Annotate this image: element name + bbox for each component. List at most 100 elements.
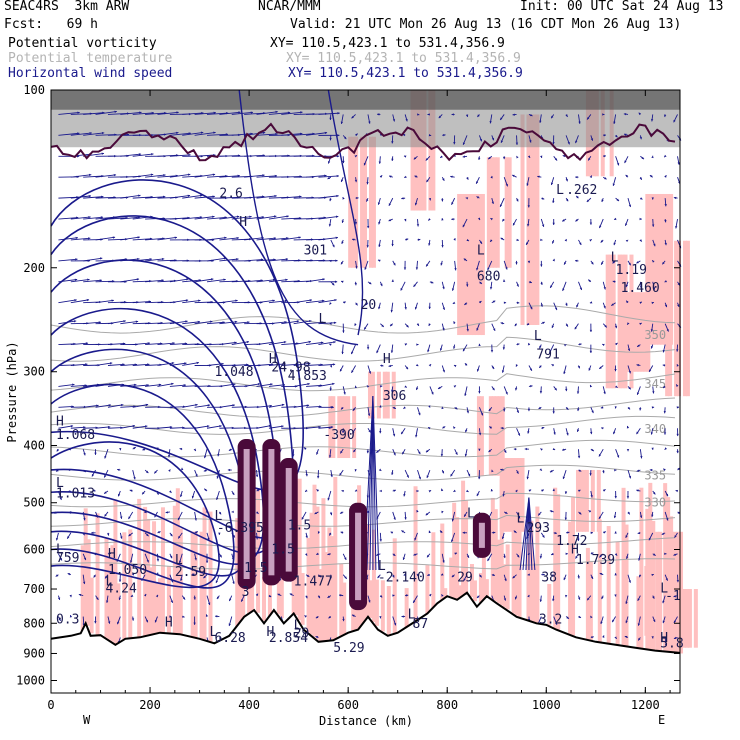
- wind-vector: [83, 427, 98, 429]
- wind-vector-head: [441, 218, 444, 221]
- wind-vector-head: [123, 319, 126, 323]
- pink-shade: [340, 396, 345, 459]
- pink-shade: [547, 584, 552, 626]
- pink-shade: [674, 240, 679, 397]
- wind-vector-head: [181, 467, 184, 471]
- wind-vector-head: [563, 371, 566, 375]
- wind-vector-head: [154, 471, 157, 474]
- wind-vector-head: [464, 453, 468, 457]
- wind-vector-head: [286, 215, 289, 218]
- wind-vector: [206, 237, 227, 241]
- wind-vector-head: [577, 365, 580, 369]
- wind-vector-head: [626, 449, 630, 452]
- wind-vector-head: [329, 259, 332, 263]
- wind-vector-head: [341, 407, 344, 410]
- wind-vector-head: [224, 236, 227, 239]
- wind-vector: [293, 133, 315, 136]
- wind-vector-head: [426, 179, 429, 183]
- wind-vector-head: [653, 619, 656, 622]
- wind-vector-head: [405, 118, 408, 122]
- pink-shade: [374, 579, 379, 626]
- wind-vector-head: [218, 532, 221, 535]
- wind-vector-head: [256, 511, 259, 514]
- wind-vector-head: [513, 447, 517, 451]
- wind-vector: [194, 195, 215, 199]
- wind-vector: [318, 112, 340, 115]
- wind-vector-head: [86, 298, 90, 302]
- wind-vector-head: [567, 141, 570, 145]
- wind-vector: [244, 237, 264, 241]
- pink-shade: [155, 582, 160, 634]
- wind-vector-head: [94, 621, 97, 624]
- wind-vector: [256, 133, 278, 136]
- wind-vector-head: [576, 391, 580, 394]
- high-pv-core-inner: [268, 449, 275, 576]
- wind-vector-head: [415, 363, 419, 367]
- wind-vector-head: [517, 433, 521, 436]
- wind-vector-head: [651, 447, 654, 450]
- wind-vector-head: [616, 162, 620, 166]
- pv-label: 1.068: [56, 428, 95, 443]
- wind-vector-head: [145, 470, 149, 474]
- wind-vector-head: [218, 511, 222, 515]
- wind-vector-head: [538, 406, 542, 409]
- wind-vector-head: [304, 447, 307, 450]
- wind-vector: [231, 341, 250, 346]
- wind-vector-head: [539, 391, 543, 394]
- wind-vector-head: [172, 342, 175, 345]
- wind-vector-head: [340, 261, 344, 265]
- wind-vector-head: [404, 517, 407, 520]
- wind-vector: [318, 426, 334, 429]
- wind-vector: [268, 363, 286, 366]
- wind-vector-head: [426, 264, 429, 267]
- wind-vector-head: [492, 531, 496, 534]
- pink-shade: [172, 505, 177, 634]
- wind-vector: [169, 427, 185, 429]
- pink-shade: [504, 157, 509, 268]
- wind-vector-head: [59, 497, 62, 501]
- wind-vector: [58, 279, 78, 283]
- wind-vector-head: [576, 195, 579, 199]
- pink-shade: [631, 292, 636, 372]
- wind-vector-head: [106, 600, 109, 603]
- wind-vector-head: [404, 175, 407, 178]
- wind-vector-head: [389, 175, 392, 178]
- wind-vector-head: [638, 558, 641, 561]
- wind-vector-head: [377, 202, 381, 205]
- wind-vector-head: [388, 218, 392, 222]
- wind-vector-head: [576, 304, 579, 308]
- wind-vector: [145, 322, 163, 325]
- wind-vector-head: [388, 203, 391, 206]
- wind-vector-head: [590, 615, 593, 619]
- wind-vector: [70, 216, 91, 220]
- wind-vector-head: [453, 238, 456, 241]
- wind-vector: [132, 300, 152, 304]
- wind-vector-head: [661, 532, 665, 535]
- wind-vector-head: [616, 198, 619, 202]
- wind-vector-head: [170, 533, 173, 537]
- wind-vector-head: [551, 364, 555, 367]
- wind-vector: [194, 301, 213, 304]
- pink-shade: [460, 193, 465, 336]
- wind-vector-head: [366, 385, 370, 388]
- wind-vector-head: [515, 142, 519, 145]
- wind-vector-head: [562, 219, 565, 222]
- x-tick-label: 1200: [631, 698, 660, 712]
- wind-vector-head: [68, 448, 71, 451]
- y-tick-label: 800: [23, 616, 45, 630]
- wind-vector-head: [591, 261, 594, 265]
- wind-vector-head: [308, 340, 311, 344]
- wind-vector-head: [639, 136, 642, 140]
- pink-shade: [608, 254, 613, 389]
- wind-vector-head: [466, 284, 469, 287]
- wind-vector-head: [100, 216, 104, 219]
- wind-vector-head: [552, 598, 555, 602]
- wind-vector-head: [441, 199, 444, 202]
- wind-vector-head: [249, 215, 252, 218]
- pink-shade: [428, 90, 433, 211]
- wind-vector: [83, 321, 102, 325]
- wind-vector-head: [400, 288, 403, 291]
- wind-vector-head: [416, 343, 419, 346]
- wind-vector-head: [612, 183, 615, 186]
- pink-shade: [425, 565, 430, 615]
